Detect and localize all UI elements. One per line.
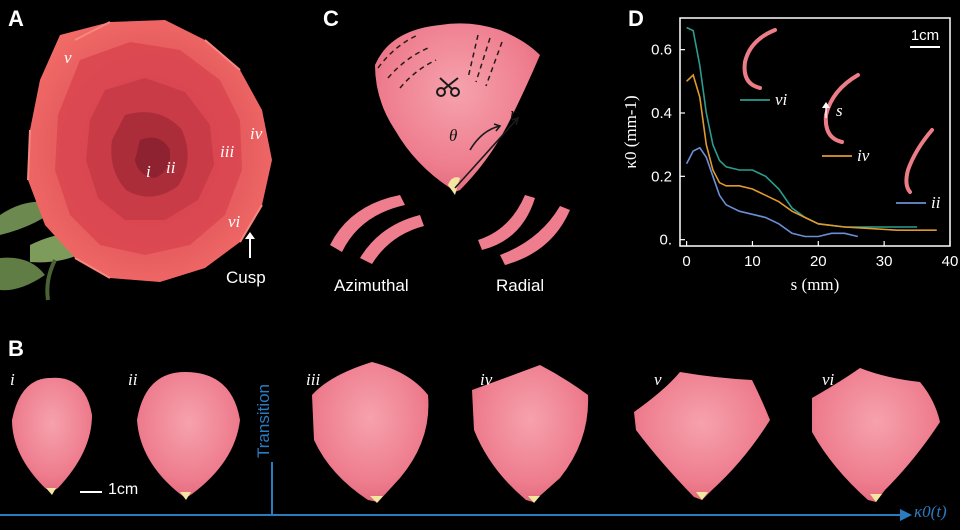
y-tick-label: 0.4: [651, 105, 672, 122]
petal-label-vi: vi: [822, 370, 835, 389]
petal-label-iv: iv: [480, 370, 493, 389]
y-tick-label: 0.6: [651, 42, 672, 59]
chart-frame: [679, 17, 951, 247]
petal-label-i: i: [10, 370, 15, 389]
series-line-iv: [686, 73, 937, 231]
y-tick-label: 0.2: [651, 168, 672, 185]
cusp-label: Cusp: [226, 268, 266, 287]
arc-label: s: [836, 101, 843, 120]
arc-arrowhead-icon: [822, 102, 830, 108]
rose-label-iii: iii: [220, 142, 235, 161]
theta-label: θ: [449, 126, 458, 145]
petal-label-v: v: [654, 370, 662, 389]
panel-letter-b: B: [8, 336, 24, 361]
rose-label-iv: iv: [250, 124, 263, 143]
petal-b-scale-label: 1cm: [108, 481, 139, 498]
rose-label-i: i: [146, 162, 151, 181]
panel-letter-a: A: [8, 6, 24, 31]
cusp-arrowhead-icon: [245, 232, 255, 239]
radial-label: Radial: [496, 276, 545, 295]
x-tick-label: 30: [876, 253, 893, 270]
x-tick-label: 40: [942, 253, 959, 270]
chart-scale-label: 1cm: [911, 27, 939, 44]
rose-label-vi: vi: [228, 212, 241, 231]
y-axis-label: κ0 (mm-1): [621, 95, 640, 168]
panel-letter-d: D: [628, 6, 644, 31]
transition-label: Transition: [254, 383, 273, 458]
strip-sample-vi: [742, 28, 777, 90]
petal-label-iii: iii: [306, 370, 321, 389]
legend-label-vi: vi: [775, 90, 788, 109]
strip-sample-ii: [904, 128, 934, 194]
x-tick-label: 10: [744, 253, 761, 270]
rose-label-v: v: [64, 48, 72, 67]
x-axis-label: s (mm): [791, 275, 840, 294]
legend-label-ii: ii: [931, 193, 941, 212]
r-label: r: [510, 104, 517, 123]
kappa-axis-label: κ0(t): [914, 502, 947, 521]
x-tick-label: 20: [810, 253, 827, 270]
legend-label-iv: iv: [857, 146, 870, 165]
azimuthal-label: Azimuthal: [334, 276, 409, 295]
panel-letter-c: C: [323, 6, 339, 31]
petal-label-ii: ii: [128, 370, 138, 389]
series-line-ii: [685, 146, 858, 238]
y-tick-label: 0.: [659, 232, 672, 249]
x-tick-label: 0: [682, 253, 690, 270]
cusp-arrow-icon: [249, 236, 251, 258]
rose-label-ii: ii: [166, 158, 176, 177]
